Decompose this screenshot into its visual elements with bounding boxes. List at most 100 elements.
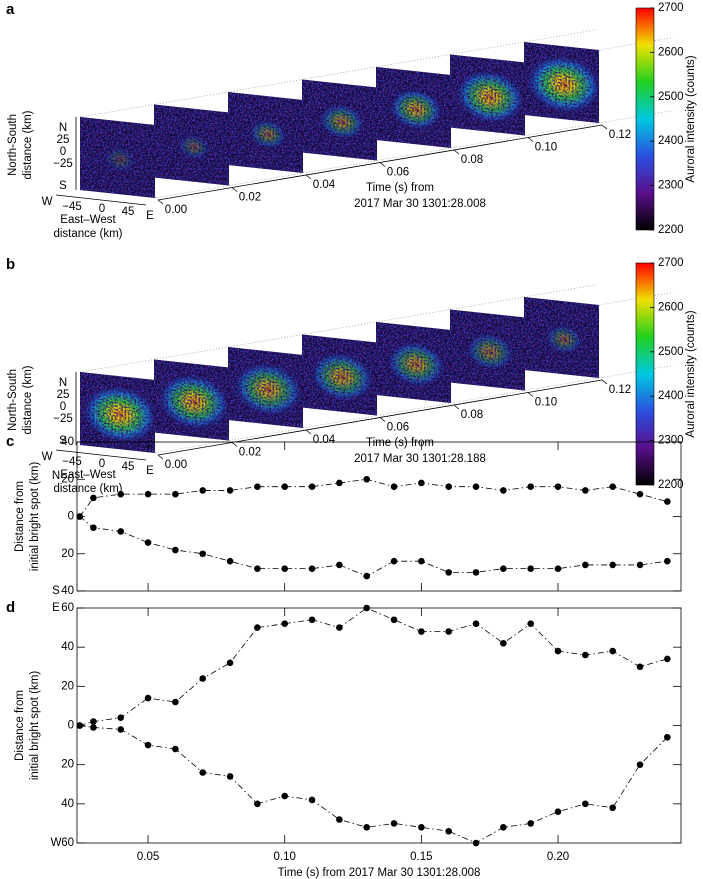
series-line bbox=[79, 607, 668, 726]
ns-label: −25 bbox=[53, 158, 73, 170]
data-point bbox=[144, 694, 152, 702]
ns-title: distance (km) bbox=[22, 365, 34, 434]
data-point bbox=[500, 824, 507, 831]
colorbar-tick-label: 2500 bbox=[658, 91, 684, 103]
data-point bbox=[500, 565, 507, 572]
y-tick-label: 20 bbox=[61, 680, 74, 692]
direction-label: S bbox=[52, 585, 60, 597]
colorbar-tick-label: 2300 bbox=[658, 180, 684, 192]
time-tick bbox=[601, 379, 608, 385]
image-frame bbox=[302, 79, 377, 161]
data-point bbox=[418, 557, 425, 565]
data-point bbox=[445, 569, 452, 576]
image-frame bbox=[154, 359, 230, 441]
ns-label: 0 bbox=[60, 401, 66, 413]
time-tick bbox=[379, 162, 386, 167]
image-frame bbox=[228, 92, 303, 174]
panel-label: d bbox=[6, 599, 15, 616]
data-point bbox=[336, 816, 343, 823]
data-point bbox=[336, 624, 343, 631]
data-point bbox=[472, 569, 480, 576]
data-point bbox=[90, 494, 97, 502]
ew-label: −45 bbox=[62, 456, 82, 468]
direction-label: E bbox=[52, 602, 60, 614]
data-point bbox=[418, 628, 425, 635]
ew-label: 45 bbox=[122, 206, 135, 218]
aurora-spot bbox=[390, 89, 442, 130]
time-title: Time (s) from bbox=[366, 182, 434, 194]
time-tick-label: 0.04 bbox=[313, 179, 336, 191]
y-tick-label: 20 bbox=[61, 473, 74, 485]
ns-title: distance (km) bbox=[22, 110, 34, 179]
data-point bbox=[582, 487, 589, 494]
data-point bbox=[76, 513, 84, 520]
data-point bbox=[226, 487, 234, 494]
data-point bbox=[336, 479, 343, 487]
ns-title: North-South bbox=[7, 114, 19, 176]
aurora-spot bbox=[249, 120, 287, 149]
data-point bbox=[90, 724, 97, 731]
guide-line bbox=[79, 284, 599, 373]
y-axis-title: initial bright spot (km) bbox=[29, 671, 41, 780]
data-point bbox=[308, 483, 316, 491]
image-frame bbox=[450, 309, 525, 391]
data-point bbox=[172, 745, 179, 753]
data-point bbox=[609, 561, 616, 569]
data-point bbox=[527, 483, 534, 491]
data-point bbox=[199, 487, 207, 494]
aurora-spot bbox=[527, 55, 601, 113]
data-point bbox=[281, 565, 289, 572]
data-point bbox=[144, 741, 152, 749]
data-point bbox=[500, 639, 507, 647]
ew-label: E bbox=[146, 465, 154, 477]
y-tick-label: 40 bbox=[61, 798, 74, 810]
data-point bbox=[254, 483, 261, 491]
direction-label: N bbox=[52, 470, 60, 482]
aurora-spot bbox=[387, 342, 445, 387]
x-axis-title: Time (s) from 2017 Mar 30 1301:28.008 bbox=[278, 867, 481, 879]
time-tick-label: 0.12 bbox=[609, 384, 631, 396]
data-point bbox=[281, 792, 289, 800]
y-tick-label: 20 bbox=[61, 759, 74, 771]
time-tick-label: 0.00 bbox=[165, 459, 187, 471]
data-point bbox=[582, 800, 589, 808]
time-tick-label: 0.00 bbox=[165, 204, 187, 216]
data-point bbox=[636, 761, 644, 768]
aurora-spot bbox=[310, 352, 374, 401]
guide-line bbox=[79, 29, 599, 118]
ns-label: 0 bbox=[60, 146, 66, 158]
aurora-spot bbox=[234, 363, 302, 416]
data-point bbox=[445, 827, 452, 835]
y-axis-title: initial bright spot (km) bbox=[29, 462, 41, 571]
image-frame bbox=[376, 67, 451, 149]
time-title: Time (s) from bbox=[366, 437, 434, 449]
time-tick bbox=[527, 137, 534, 142]
data-point bbox=[664, 557, 671, 565]
data-point bbox=[199, 769, 207, 776]
data-point bbox=[117, 528, 125, 535]
x-tick-label: 0.20 bbox=[547, 851, 569, 863]
x-tick-label: 0.10 bbox=[274, 851, 296, 863]
data-point bbox=[117, 726, 125, 733]
data-point bbox=[527, 620, 534, 627]
panel-label: b bbox=[6, 256, 15, 273]
aurora-spot bbox=[545, 325, 583, 354]
data-point bbox=[472, 620, 480, 627]
colorbar bbox=[635, 262, 655, 486]
image-frame bbox=[80, 372, 157, 454]
data-point bbox=[281, 483, 289, 491]
image-frame bbox=[302, 334, 377, 416]
data-point bbox=[418, 824, 425, 831]
ns-label: 25 bbox=[57, 389, 70, 401]
y-axis-title: Distance from bbox=[14, 481, 26, 552]
colorbar-title: Auroral intensity (counts) bbox=[685, 55, 697, 182]
image-frame bbox=[228, 347, 303, 429]
data-point bbox=[418, 479, 425, 487]
data-point bbox=[472, 839, 480, 847]
data-point bbox=[636, 490, 644, 498]
colorbar-tick-label: 2400 bbox=[658, 135, 684, 147]
ns-label: S bbox=[59, 435, 67, 447]
data-point bbox=[554, 647, 562, 655]
aurora-spot bbox=[158, 374, 230, 430]
